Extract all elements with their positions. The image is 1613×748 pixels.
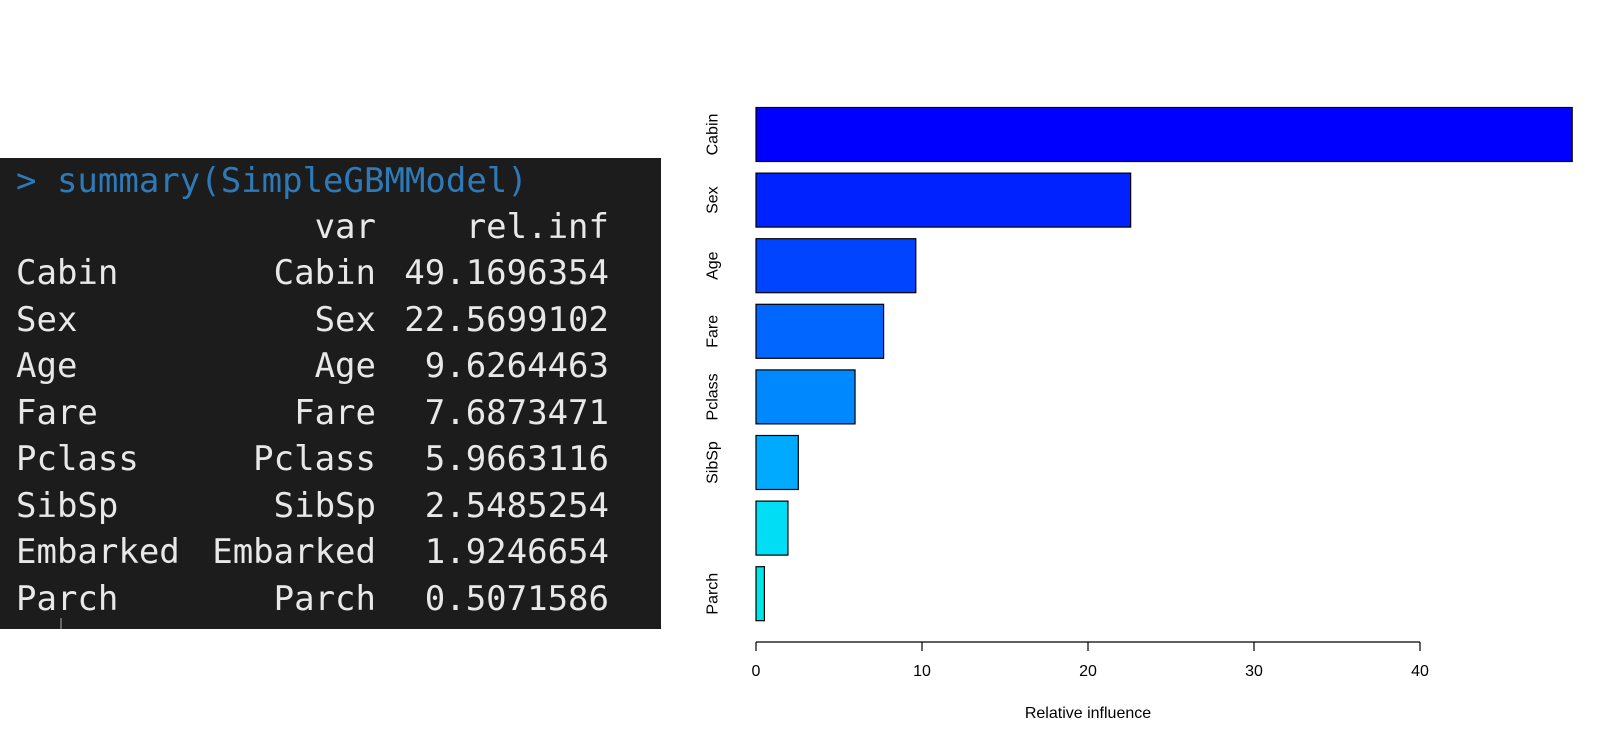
bar-parch bbox=[755, 566, 766, 622]
row-name: Fare bbox=[16, 392, 98, 433]
row-rel-inf: 49.1696354 bbox=[404, 253, 609, 293]
text-cursor bbox=[60, 618, 62, 629]
row-rel-inf: 7.6873471 bbox=[424, 392, 609, 433]
bar-sibsp bbox=[755, 434, 799, 491]
x-tick-label: 30 bbox=[1245, 663, 1263, 680]
y-tick-label: Fare bbox=[705, 315, 722, 348]
row-name: SibSp bbox=[16, 485, 119, 526]
x-axis-title: Relative influence bbox=[1025, 705, 1151, 722]
table-row: Fare Fare 7.6873471 bbox=[16, 390, 661, 437]
y-tick-label: Pclass bbox=[705, 373, 722, 420]
column-header-rel-inf: rel.inf bbox=[465, 207, 609, 247]
row-name: Embarked bbox=[16, 532, 180, 572]
row-name: Pclass bbox=[16, 439, 139, 479]
row-var: Embarked bbox=[212, 532, 376, 572]
x-tick-label: 10 bbox=[913, 663, 931, 680]
x-tick-label: 20 bbox=[1079, 663, 1097, 680]
row-var: Parch bbox=[273, 578, 376, 619]
bar-age bbox=[755, 238, 917, 294]
row-rel-inf: 1.9246654 bbox=[424, 532, 609, 572]
y-tick-label: Sex bbox=[705, 186, 722, 214]
row-name: Parch bbox=[16, 578, 119, 619]
x-tick-label: 40 bbox=[1411, 663, 1429, 680]
bar-pclass bbox=[755, 369, 856, 425]
table-row: Parch Parch 0.5071586 bbox=[16, 576, 661, 623]
row-var: Cabin bbox=[273, 253, 376, 293]
bar-cabin bbox=[755, 106, 1573, 163]
row-rel-inf: 0.5071586 bbox=[424, 578, 609, 619]
row-name: Sex bbox=[16, 299, 78, 340]
row-var: Pclass bbox=[253, 439, 376, 479]
row-rel-inf: 22.5699102 bbox=[404, 299, 609, 340]
relative-influence-bar-chart: Cabin Sex Age Fare Pclass SibSp Parch 0 10 20 30 40… bbox=[705, 106, 1573, 722]
table-row: Age Age 9.6264463 bbox=[16, 343, 661, 390]
y-tick-label: SibSp bbox=[705, 441, 722, 484]
table-row: Cabin Cabin 49.1696354 bbox=[16, 250, 661, 297]
bar-embarked bbox=[755, 500, 789, 556]
table-row: Pclass Pclass 5.9663116 bbox=[16, 436, 661, 483]
y-tick-label: Cabin bbox=[705, 114, 722, 156]
table-row: Sex Sex 22.5699102 bbox=[16, 297, 661, 344]
bar-sex bbox=[755, 172, 1132, 228]
y-tick-label: Parch bbox=[705, 573, 722, 615]
y-tick-label: Age bbox=[705, 251, 722, 280]
table-row: SibSp SibSp 2.5485254 bbox=[16, 483, 661, 530]
row-rel-inf: 9.6264463 bbox=[424, 346, 609, 386]
table-row: Embarked Embarked 1.9246654 bbox=[16, 529, 661, 576]
row-name: Cabin bbox=[16, 253, 119, 293]
console-command: > summary(SimpleGBMModel) bbox=[16, 161, 528, 201]
x-tick-label: 0 bbox=[752, 663, 761, 680]
row-rel-inf: 5.9663116 bbox=[424, 439, 609, 479]
row-rel-inf: 2.5485254 bbox=[424, 485, 609, 526]
row-var: Sex bbox=[314, 299, 376, 340]
column-header-var: var bbox=[314, 207, 376, 247]
row-var: Fare bbox=[294, 392, 376, 433]
r-console-output: > summary(SimpleGBMModel) var rel.inf Ca… bbox=[0, 158, 661, 629]
bar-fare bbox=[755, 303, 885, 359]
summary-table: Cabin Cabin 49.1696354 Sex Sex 22.569910… bbox=[16, 250, 661, 622]
row-var: Age bbox=[314, 346, 376, 386]
row-var: SibSp bbox=[273, 485, 376, 526]
row-name: Age bbox=[16, 346, 78, 386]
